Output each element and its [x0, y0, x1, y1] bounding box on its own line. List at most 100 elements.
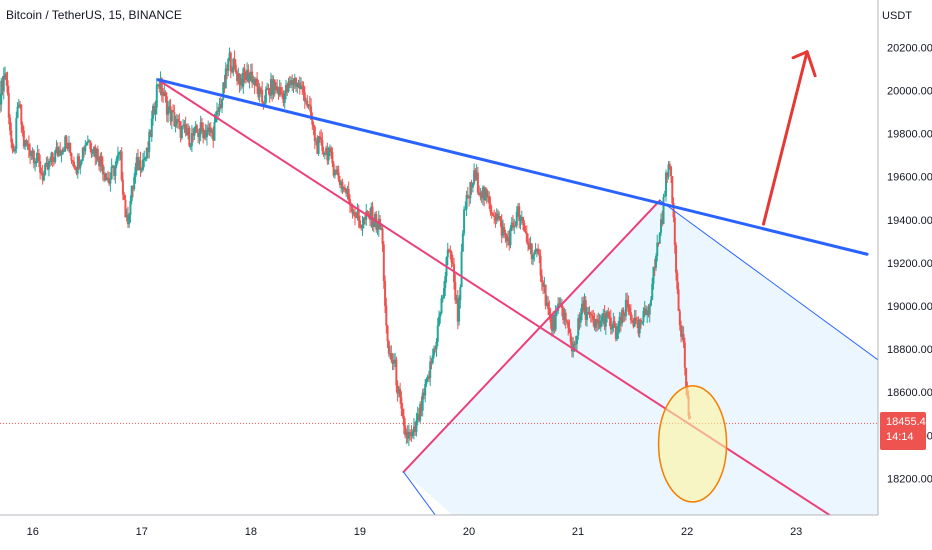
candle-body [313, 126, 316, 142]
candle-body [268, 90, 271, 96]
candle-body [404, 425, 407, 436]
candle-body [683, 342, 686, 368]
candle-body [589, 313, 592, 315]
candle-body [121, 179, 124, 195]
x-tick-label: 22 [681, 526, 693, 538]
candle-body [200, 122, 203, 129]
candle-body [555, 310, 558, 312]
candle-body [39, 161, 42, 173]
candle-body [237, 74, 240, 82]
candle-body [205, 132, 208, 138]
candle-body [495, 213, 498, 221]
candle-body [604, 317, 607, 327]
candle-body [470, 182, 473, 188]
candle-body [248, 74, 251, 82]
candle-body [47, 161, 50, 170]
candle-body [342, 187, 345, 190]
candle-body [293, 78, 296, 85]
candle-body [326, 147, 329, 161]
candle-body [517, 206, 520, 212]
candle-body [468, 196, 471, 199]
candle-body [119, 151, 122, 153]
candle-body [258, 88, 261, 98]
candle-body [434, 348, 437, 350]
candle-body [21, 124, 24, 131]
candle-body [562, 308, 565, 320]
candle-body [135, 156, 138, 167]
candle-body [520, 216, 523, 218]
candle-body [193, 127, 196, 136]
candle-body [505, 235, 508, 242]
candle-body [80, 160, 83, 164]
x-tick-label: 19 [354, 526, 366, 538]
candle-body [251, 71, 254, 83]
candle-body [509, 227, 512, 246]
candle-body [353, 212, 356, 217]
candle-body [535, 248, 538, 250]
candle-body [469, 182, 472, 199]
pattern-shaded-area [403, 200, 878, 515]
candle-body [355, 216, 358, 219]
candle-body [243, 68, 246, 75]
candle-body [494, 217, 497, 221]
candle-body [302, 86, 305, 93]
candle-body [667, 164, 670, 177]
candle-body [675, 245, 678, 273]
candle-body [42, 174, 45, 181]
candle-body [559, 303, 562, 305]
candle-body [474, 170, 477, 180]
candle-body [376, 228, 379, 230]
candle-body [410, 433, 413, 436]
candle-body [454, 281, 457, 301]
candle-body [198, 134, 201, 137]
x-tick-label: 18 [245, 526, 257, 538]
candle-body [565, 320, 568, 322]
candle-body [98, 160, 101, 167]
candle-body [343, 187, 346, 191]
candle-body [212, 129, 215, 141]
candle-body [490, 211, 493, 214]
candle-body [173, 112, 176, 127]
candle-body [262, 102, 265, 104]
candle-body [506, 237, 509, 242]
candle-body [9, 117, 12, 131]
x-tick-label: 23 [790, 526, 802, 538]
candle-body [247, 69, 250, 82]
candle-body [484, 189, 487, 200]
candle-body [583, 300, 586, 311]
candle-body [140, 169, 143, 171]
candle-body [73, 161, 76, 168]
candle-body [381, 228, 384, 245]
candle-body [307, 104, 310, 107]
candle-body [609, 317, 612, 330]
candle-body [217, 110, 220, 112]
candle-body [15, 118, 18, 149]
candle-body [0, 80, 3, 105]
candle-body [311, 119, 314, 125]
candle-body [666, 172, 669, 177]
candle-body [233, 58, 236, 65]
y-tick-label: 18600.00 [887, 387, 932, 399]
candle-body [219, 104, 222, 108]
candle-body [603, 313, 606, 327]
candle-body [93, 146, 96, 153]
candle-body [486, 195, 489, 198]
candle-body [626, 299, 629, 304]
candle-body [637, 320, 640, 334]
candle-body [223, 82, 226, 89]
candle-body [460, 251, 463, 287]
candle-body [322, 150, 325, 155]
candle-body [599, 321, 602, 328]
candle-body [16, 106, 19, 119]
symbol-title[interactable]: Bitcoin / TetherUS, 15, BINANCE [6, 8, 182, 22]
candle-body [203, 130, 206, 139]
candle-body [671, 176, 674, 204]
candle-body [639, 319, 642, 323]
candle-body [175, 119, 178, 124]
candle-body [81, 147, 84, 161]
candle-body [401, 408, 404, 416]
candle-body [660, 219, 663, 233]
candle-body [189, 145, 192, 147]
